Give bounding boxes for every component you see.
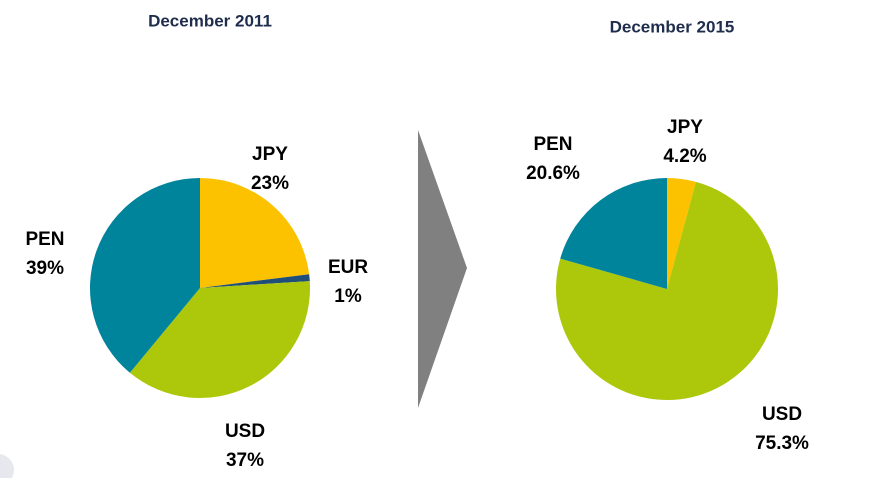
slice-label: JPY xyxy=(667,117,703,138)
decoration xyxy=(0,454,14,478)
slice-value-label: 23% xyxy=(251,173,289,194)
arrow xyxy=(418,130,467,408)
pie-slice xyxy=(200,178,310,288)
slice-value-label: 37% xyxy=(226,450,264,471)
slice-label: USD xyxy=(762,404,802,425)
slice-value-label: 75.3% xyxy=(755,433,809,454)
slice-label: PEN xyxy=(25,229,64,250)
pie-slice xyxy=(556,181,778,400)
pie-slice xyxy=(667,178,696,289)
slice-value-label: 4.2% xyxy=(663,146,706,167)
slice-label: JPY xyxy=(252,144,288,165)
slice-value-label: 20.6% xyxy=(526,163,580,184)
pie-slice xyxy=(560,178,667,289)
pie-slice xyxy=(129,281,310,398)
slice-value-label: 39% xyxy=(26,258,64,279)
slice-label: USD xyxy=(225,421,265,442)
slice-label: PEN xyxy=(533,134,572,155)
slice-value-label: 1% xyxy=(334,286,362,307)
chart-title: December 2011 xyxy=(148,11,272,30)
chart-title: December 2015 xyxy=(610,17,735,36)
pie-slice xyxy=(200,274,310,288)
pie-slice xyxy=(89,178,200,373)
slice-label: EUR xyxy=(328,257,368,278)
